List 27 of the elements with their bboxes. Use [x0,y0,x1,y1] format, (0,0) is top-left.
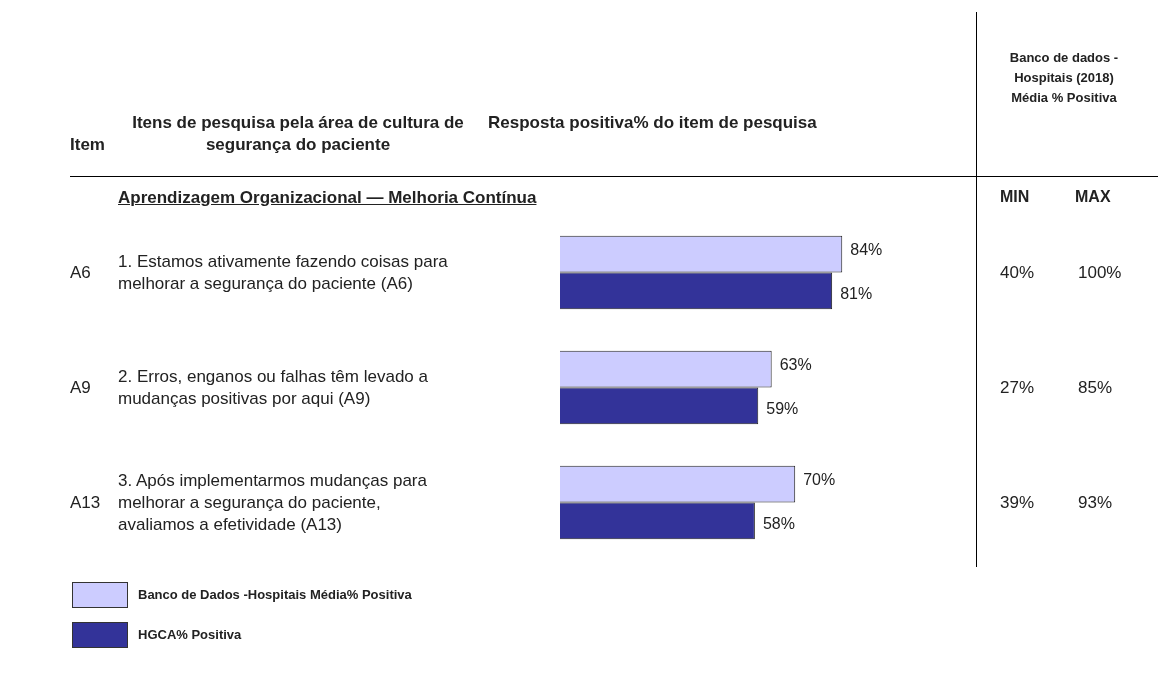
text: 93% [1078,492,1113,513]
legend-label: Banco de Dados -Hospitais Média% Positiva [138,587,412,602]
x-axis-title: Resposta positiva% do item de pesquisa [488,112,818,134]
text: MAX [1075,188,1111,206]
text: Item [70,135,105,155]
data-label: 58% [762,515,795,533]
data-label: 59% [766,400,799,418]
text: 27% [1000,377,1035,398]
text: A9 [70,377,91,398]
data-label: 81% [840,285,873,303]
text: Aprendizagem Organizacional — Melhoria Contínua [118,188,537,208]
y-tick-label: 1. Estamos ativamente fazendo coisas para melhorar a segurança do paciente (A6) [118,250,449,295]
text: 85% [1078,377,1113,398]
data-label: 70% [803,470,836,488]
legend-label: HGCA% Positiva [138,627,242,642]
text: A6 [70,262,91,283]
text: MIN [1000,188,1030,206]
text: 40% [1000,262,1035,283]
data-label: 63% [779,355,812,373]
text: 39% [1000,492,1035,513]
text: Banco de dados - Hospitais (2018) Média % Positiva [1008,49,1120,107]
text: 100% [1078,262,1122,283]
y-tick-label: 3. Após implementarmos mudanças para melhorar a segurança do paciente, avaliamos a efetividade (A13) [118,469,428,536]
text: A13 [70,492,101,513]
y-tick-label: 2. Erros, enganos ou falhas têm levado a mudanças positivas por aqui (A9) [118,365,429,410]
data-label: 84% [850,240,883,258]
y-axis-title: Itens de pesquisa pela área de cultura de segurança do paciente [131,112,465,156]
